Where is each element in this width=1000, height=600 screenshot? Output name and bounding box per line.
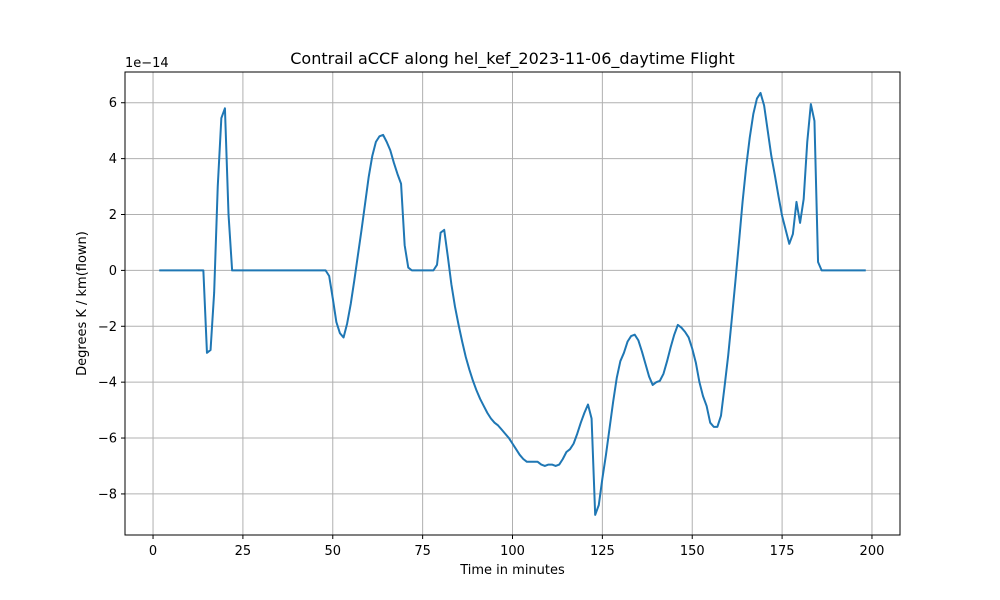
tick-layer: 0 25 50 75 100 125 150 175 200 −8 −6 −4 −2 0 2 4 6 — [98, 96, 885, 559]
x-tick-label: 125 — [590, 544, 615, 559]
y-tick-label: 2 — [109, 208, 117, 223]
chart-title: Contrail aCCF along hel_kef_2023-11-06_d… — [290, 49, 735, 69]
grid-layer — [125, 72, 900, 535]
x-axis-label: Time in minutes — [459, 563, 565, 578]
y-offset-label: 1e−14 — [125, 56, 169, 71]
x-tick-label: 50 — [324, 544, 341, 559]
x-tick-label: 200 — [860, 544, 885, 559]
series-layer — [159, 91, 866, 516]
y-tick-label: −4 — [98, 376, 117, 391]
x-tick-label: 25 — [235, 544, 252, 559]
series-line — [159, 91, 866, 516]
x-tick-label: 100 — [500, 544, 525, 559]
y-tick-label: 6 — [109, 96, 117, 111]
y-tick-label: −6 — [98, 432, 117, 447]
x-tick-label: 150 — [680, 544, 705, 559]
y-axis-label: Degrees K / km(flown) — [75, 231, 90, 376]
x-tick-label: 175 — [770, 544, 795, 559]
y-tick-label: −8 — [98, 487, 117, 502]
y-tick-label: 0 — [109, 264, 117, 279]
y-tick-label: −2 — [98, 320, 117, 335]
x-tick-label: 75 — [414, 544, 431, 559]
y-tick-label: 4 — [109, 152, 117, 167]
x-tick-label: 0 — [149, 544, 157, 559]
